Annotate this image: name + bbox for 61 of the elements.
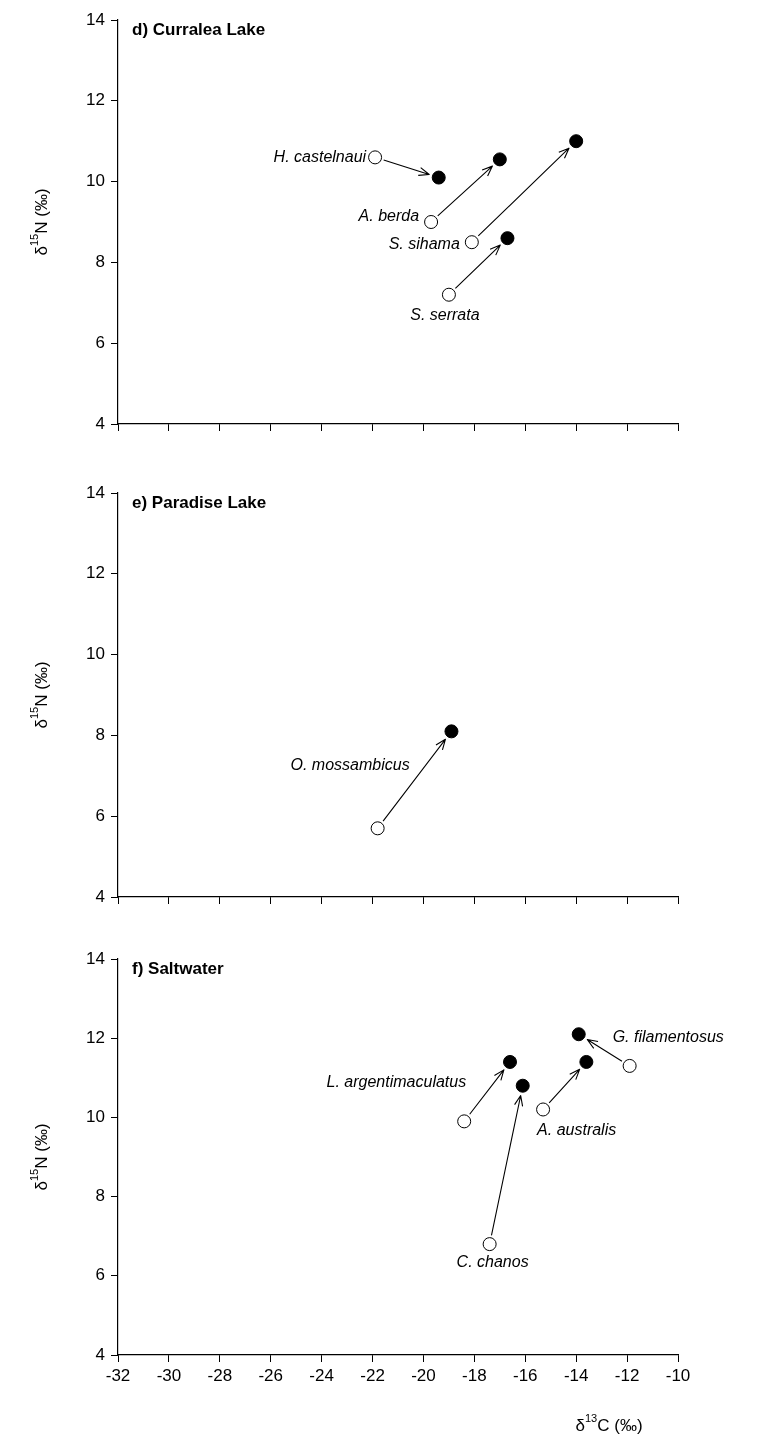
point (441, 287, 456, 302)
x-tick-label: -28 (207, 1365, 233, 1385)
y-tick-label: 6 (95, 1265, 105, 1285)
annotation: C. chanos (456, 1252, 529, 1270)
annotation: A. australis (536, 1120, 617, 1138)
y-tick-label: 6 (95, 332, 105, 352)
chart-title: e) Paradise Lake (132, 492, 267, 512)
x-tick-label: -30 (156, 1365, 182, 1385)
point (368, 150, 383, 165)
annotation: G. filamentosus (612, 1028, 724, 1046)
point (457, 1114, 472, 1129)
x-tick-label: -26 (258, 1365, 284, 1385)
point (464, 235, 479, 250)
point (515, 1078, 530, 1093)
y-axis-title: δ15N (‰) (28, 1123, 51, 1191)
chart-title: d) Curralea Lake (132, 19, 266, 39)
annotation: L. argentimaculatus (326, 1072, 467, 1090)
x-tick-label: -20 (411, 1365, 436, 1385)
x-tick-label: -22 (360, 1365, 385, 1385)
y-tick-label: 8 (95, 1186, 105, 1206)
point (536, 1102, 551, 1117)
y-tick-label: 12 (86, 563, 105, 583)
chart-title: f) Saltwater (132, 958, 225, 978)
y-tick-label: 4 (95, 1344, 105, 1364)
y-axis-title: δ15N (‰) (28, 188, 51, 256)
x-tick-label: -16 (512, 1365, 538, 1385)
annotation: A. berda (357, 207, 420, 225)
point (431, 170, 446, 185)
y-axis-title: δ15N (‰) (28, 661, 51, 729)
point (482, 1237, 497, 1252)
x-tick-label: -18 (462, 1365, 487, 1385)
y-tick-label: 8 (95, 252, 105, 272)
x-tick-label: -14 (563, 1365, 589, 1385)
y-tick-label: 14 (86, 948, 105, 968)
y-tick-label: 10 (86, 644, 105, 664)
point (579, 1054, 594, 1069)
point (622, 1058, 637, 1073)
y-tick-label: 4 (95, 886, 105, 906)
x-tick-label: -24 (309, 1365, 334, 1385)
x-tick-label: -12 (614, 1365, 640, 1385)
point (492, 152, 507, 167)
annotation: O. mossambicus (290, 755, 410, 773)
y-tick-label: 4 (95, 413, 105, 433)
y-tick-label: 12 (86, 1027, 105, 1047)
annotation: H. castelnaui (273, 147, 367, 165)
point (503, 1054, 517, 1069)
y-tick-label: 14 (86, 9, 105, 29)
y-tick-label: 10 (86, 1107, 105, 1127)
annotation: S. serrata (410, 306, 480, 324)
y-tick-label: 12 (86, 90, 105, 110)
x-tick-label: -10 (665, 1365, 691, 1385)
point (569, 134, 584, 149)
y-tick-label: 14 (86, 482, 105, 502)
y-tick-label: 10 (86, 171, 105, 191)
x-tick-label: -32 (105, 1365, 131, 1385)
y-tick-label: 6 (95, 805, 105, 825)
point (424, 215, 439, 229)
annotation: S. sihama (388, 234, 460, 252)
point (571, 1027, 586, 1042)
y-tick-label: 8 (95, 725, 105, 745)
point (500, 231, 515, 246)
